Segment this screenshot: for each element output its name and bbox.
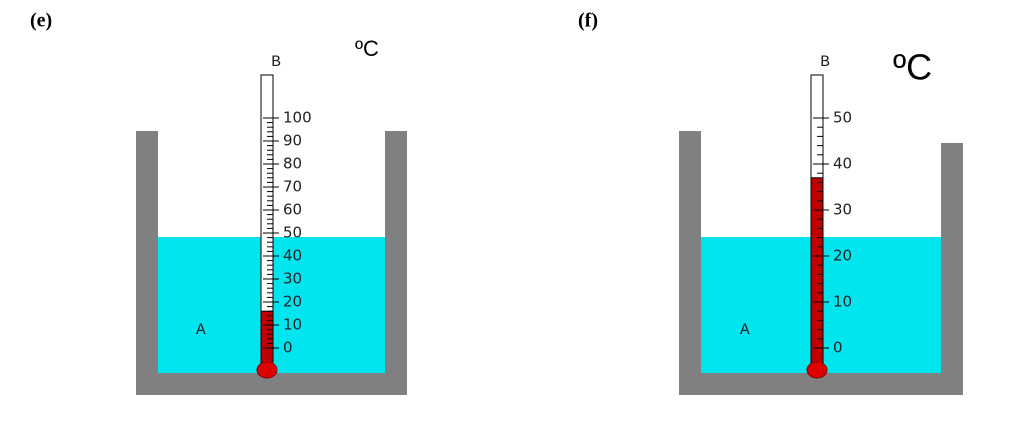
liquid-label: A xyxy=(740,321,750,339)
scale-label: 10 xyxy=(283,316,302,334)
scale-label: 20 xyxy=(283,293,302,311)
scale-label: 40 xyxy=(283,247,302,265)
scale-label: 50 xyxy=(283,224,302,242)
unit-label: ºC xyxy=(893,47,932,88)
wall xyxy=(679,131,701,395)
panel-label: (f) xyxy=(578,10,598,32)
wall xyxy=(679,373,963,395)
wall xyxy=(136,373,407,395)
liquid-label: A xyxy=(196,321,206,339)
scale-label: 70 xyxy=(283,178,302,196)
scale-label: 50 xyxy=(833,109,852,127)
scale-label: 10 xyxy=(833,293,852,311)
thermometer-label: B xyxy=(271,53,281,71)
scale-label: 30 xyxy=(833,201,852,219)
thermometer-bulb xyxy=(256,361,278,379)
thermometer-bulb xyxy=(806,361,828,379)
scale-label: 100 xyxy=(283,109,312,127)
unit-label: ºC xyxy=(355,36,379,61)
wall xyxy=(136,131,158,395)
scale-label: 90 xyxy=(283,132,302,150)
panel-label: (e) xyxy=(30,10,52,32)
scale-label: 40 xyxy=(833,155,852,173)
scale-label: 0 xyxy=(833,339,843,357)
wall xyxy=(385,131,407,395)
scale-label: 0 xyxy=(283,339,293,357)
scale-label: 60 xyxy=(283,201,302,219)
wall xyxy=(941,143,963,395)
scale-label: 30 xyxy=(283,270,302,288)
thermometer-label: B xyxy=(820,53,830,71)
scale-label: 20 xyxy=(833,247,852,265)
scale-label: 80 xyxy=(283,155,302,173)
